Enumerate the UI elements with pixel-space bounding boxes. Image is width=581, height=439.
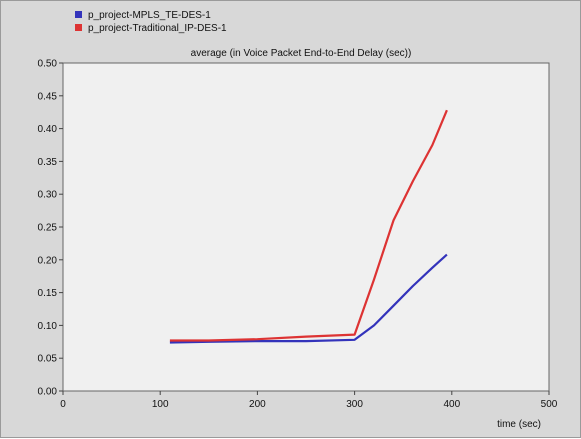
axes: 0.00 0.05 0.10 0.15 0.20 0.25 0.30 0.35 0.40 0.45… bbox=[38, 59, 558, 411]
legend: p_project-MPLS_TE-DES-1 p_project-Tradit… bbox=[75, 9, 227, 35]
y-tick-label: 0.10 bbox=[38, 321, 58, 332]
y-tick-label: 0.20 bbox=[38, 255, 58, 266]
chart-title: average (in Voice Packet End-to-End Dela… bbox=[191, 48, 412, 59]
legend-item-mpls: p_project-MPLS_TE-DES-1 bbox=[75, 9, 227, 22]
legend-swatch-traditional-ip bbox=[75, 23, 82, 31]
y-tick-label: 0.25 bbox=[38, 223, 58, 234]
y-tick-label: 0.50 bbox=[38, 59, 58, 70]
legend-label-mpls: p_project-MPLS_TE-DES-1 bbox=[88, 10, 211, 21]
legend-swatch-mpls bbox=[75, 10, 82, 18]
x-tick-label: 400 bbox=[443, 399, 460, 410]
x-axis-title: time (sec) bbox=[497, 419, 541, 430]
y-tick-label: 0.00 bbox=[38, 387, 58, 398]
y-tick-label: 0.35 bbox=[38, 157, 58, 168]
x-tick-label: 200 bbox=[249, 399, 266, 410]
x-tick-label: 500 bbox=[541, 399, 558, 410]
y-tick-label: 0.40 bbox=[38, 124, 58, 135]
series-line-0 bbox=[169, 253, 448, 344]
series-layer bbox=[169, 109, 448, 344]
y-tick-label: 0.15 bbox=[38, 288, 58, 299]
x-tick-label: 300 bbox=[346, 399, 363, 410]
x-tick-label: 0 bbox=[60, 399, 66, 410]
y-tick-label: 0.30 bbox=[38, 190, 58, 201]
y-tick-label: 0.05 bbox=[38, 354, 58, 365]
legend-item-traditional-ip: p_project-Traditional_IP-DES-1 bbox=[75, 22, 227, 35]
legend-label-traditional-ip: p_project-Traditional_IP-DES-1 bbox=[88, 23, 227, 34]
x-tick-label: 100 bbox=[152, 399, 169, 410]
series-line-1 bbox=[169, 109, 448, 342]
y-tick-label: 0.45 bbox=[38, 91, 58, 102]
